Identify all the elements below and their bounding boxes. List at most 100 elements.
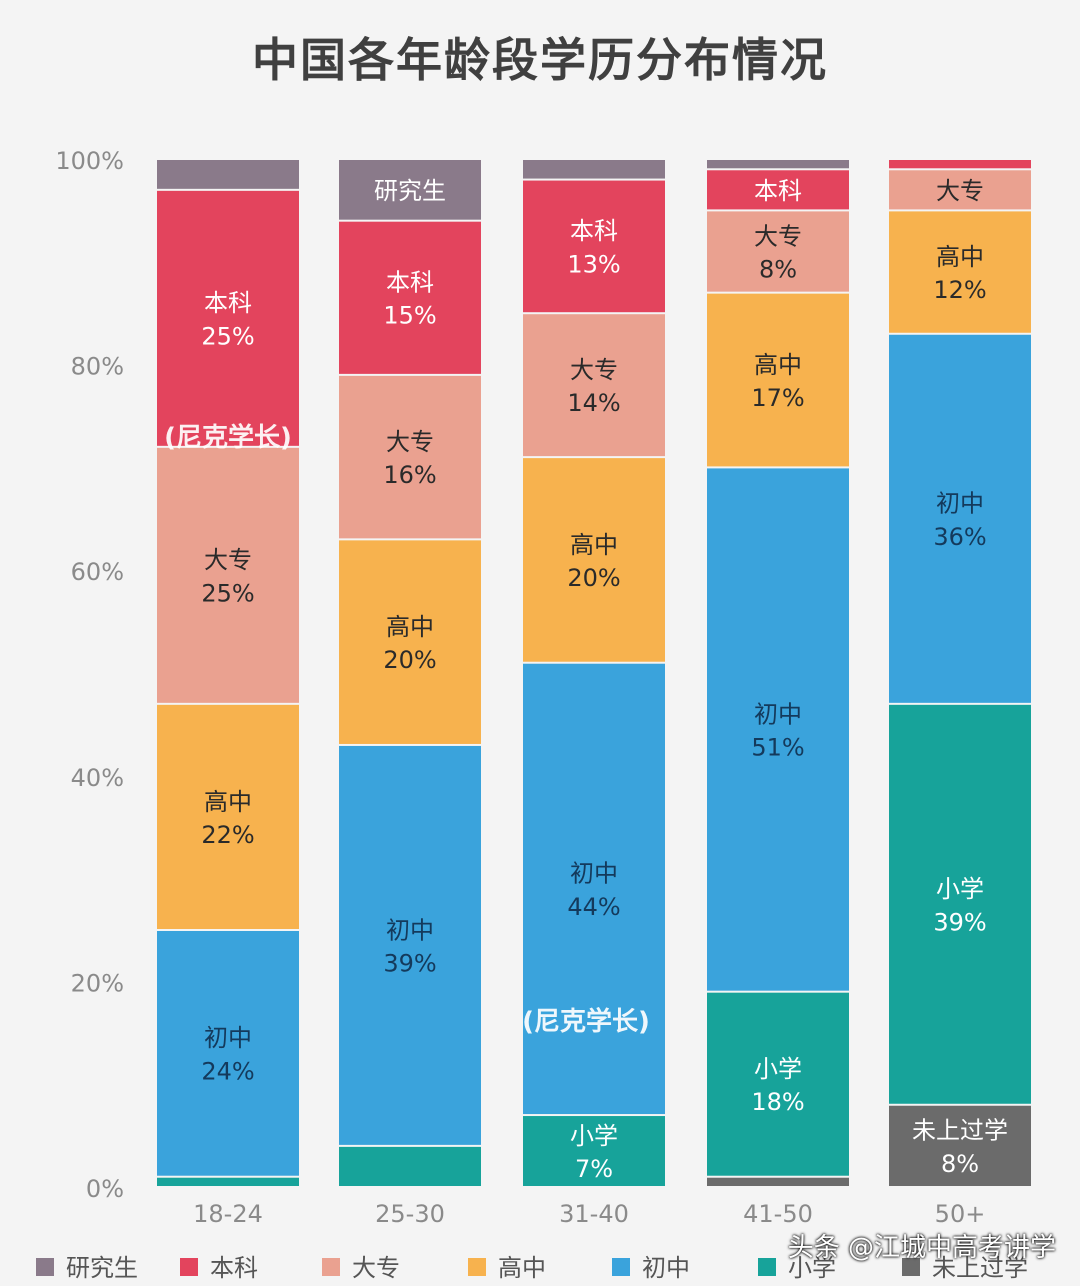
- bar-data-label: 初中 36%: [933, 490, 986, 551]
- bar-segment: [523, 160, 665, 179]
- legend-label: 大专: [352, 1254, 400, 1282]
- bar-data-label-line: 研究生: [374, 177, 446, 205]
- bar-data-label-line: 本科: [204, 289, 252, 317]
- bar-segment: [889, 704, 1031, 1104]
- legend-swatch: [758, 1258, 776, 1276]
- bar-data-label-line: 大专: [570, 356, 618, 384]
- bar-data-label: 本科 25%: [201, 289, 254, 350]
- bar-data-label-line: 大专: [754, 222, 802, 250]
- legend-label: 研究生: [66, 1254, 138, 1282]
- bar-data-label-line: 本科: [754, 177, 802, 205]
- legend-label: 初中: [642, 1254, 690, 1282]
- legend-label: 小学: [788, 1254, 836, 1282]
- watermark-logo: (尼克学长): [164, 422, 292, 453]
- bar-data-label-line: 高中: [936, 243, 984, 271]
- bar-segment: [889, 211, 1031, 333]
- legend-swatch: [322, 1258, 340, 1276]
- bar-segment: [707, 992, 849, 1176]
- bar-data-label-line: 8%: [941, 1150, 979, 1178]
- bar-segment: [157, 931, 299, 1176]
- bar-data-label: 初中 24%: [201, 1024, 254, 1085]
- bar-data-label-line: 小学: [936, 875, 984, 903]
- bar-data-label: 高中 17%: [751, 351, 804, 412]
- bar-data-label: 本科: [754, 177, 802, 205]
- legend-swatch: [36, 1258, 54, 1276]
- bar-segment: [889, 1105, 1031, 1186]
- bar-data-label-line: 8%: [759, 255, 797, 283]
- bar-segment: [157, 190, 299, 446]
- bar-segment: [523, 314, 665, 457]
- bar-data-label: 大专 14%: [567, 356, 620, 417]
- bar-segment: [707, 170, 849, 210]
- bar-data-label-line: 39%: [383, 949, 436, 977]
- bar-data-label: 大专 16%: [383, 428, 436, 489]
- legend-label: 未上过学: [932, 1254, 1028, 1282]
- y-tick-label: 80%: [71, 353, 124, 381]
- bar-data-label-line: 小学: [754, 1055, 802, 1083]
- bar-data-label: 小学 39%: [933, 875, 986, 936]
- bar-data-label-line: 高中: [386, 613, 434, 641]
- y-tick-label: 60%: [71, 558, 124, 586]
- legend-swatch: [468, 1258, 486, 1276]
- legend-swatch: [612, 1258, 630, 1276]
- bar-data-label-line: 未上过学: [912, 1117, 1008, 1145]
- bar-segment: [523, 663, 665, 1115]
- bar-data-label: 初中 51%: [751, 700, 804, 761]
- bar-segment: [707, 1177, 849, 1186]
- bar-segment: [707, 160, 849, 169]
- bar-data-label-line: 小学: [570, 1122, 618, 1150]
- bar-data-label: 未上过学 8%: [912, 1117, 1008, 1178]
- bar-segment: [339, 375, 481, 539]
- bar-data-label: 大专 25%: [201, 546, 254, 607]
- bar-data-label-line: 39%: [933, 908, 986, 936]
- bar-segment: [339, 221, 481, 374]
- bar-data-label: 小学 7%: [570, 1122, 618, 1183]
- bar-data-label-line: 12%: [933, 276, 986, 304]
- bar-data-label-line: 24%: [201, 1057, 254, 1085]
- bar-data-label: 初中 44%: [567, 860, 620, 921]
- bar-segment: [523, 458, 665, 662]
- bar-data-label-line: 7%: [575, 1155, 613, 1183]
- y-tick-label: 20%: [71, 969, 124, 997]
- bar-data-label-line: 初中: [204, 1024, 252, 1052]
- bar-data-label-line: 初中: [936, 490, 984, 518]
- bar-data-label-line: 36%: [933, 523, 986, 551]
- x-tick-label: 41-50: [743, 1200, 813, 1228]
- bar-data-label: 小学 18%: [751, 1055, 804, 1116]
- bar-data-label-line: 初中: [570, 860, 618, 888]
- bar-data-label: 本科 13%: [567, 217, 620, 278]
- bar-data-label-line: 13%: [567, 250, 620, 278]
- bar-data-label-line: 16%: [383, 461, 436, 489]
- bar-data-label-line: 44%: [567, 893, 620, 921]
- x-tick-label: 25-30: [375, 1200, 445, 1228]
- bar-data-label-line: 高中: [570, 531, 618, 559]
- legend-label: 高中: [498, 1254, 546, 1282]
- legend-swatch: [902, 1258, 920, 1276]
- x-tick-label: 18-24: [193, 1200, 263, 1228]
- bar-data-label: 大专: [936, 177, 984, 205]
- legend-swatch: [180, 1258, 198, 1276]
- bar-data-label-line: 本科: [570, 217, 618, 245]
- bar-segment: [889, 334, 1031, 703]
- bar-segment: [889, 170, 1031, 210]
- bar-segment: [157, 160, 299, 189]
- bar-segment: [339, 745, 481, 1145]
- watermark-bottom: 头条 @江城中高考讲学: [787, 1233, 1056, 1263]
- bar-data-label: 高中 12%: [933, 243, 986, 304]
- bar-data-label-line: 初中: [386, 916, 434, 944]
- bar-segment: [707, 293, 849, 467]
- bar-data-label: 高中 20%: [383, 613, 436, 674]
- bar-data-label-line: 初中: [754, 700, 802, 728]
- bar-data-label-line: 大专: [386, 428, 434, 456]
- chart-title: 中国各年龄段学历分布情况: [252, 33, 828, 87]
- bar-data-label-line: 高中: [204, 788, 252, 816]
- bar-data-label: 研究生: [374, 177, 446, 205]
- bar-data-label: 初中 39%: [383, 916, 436, 977]
- bar-data-label: 大专 8%: [754, 222, 802, 283]
- bar-data-label-line: 20%: [567, 564, 620, 592]
- bar-segment: [707, 211, 849, 292]
- bar-data-label-line: 本科: [386, 269, 434, 297]
- bar-data-label-line: 25%: [201, 322, 254, 350]
